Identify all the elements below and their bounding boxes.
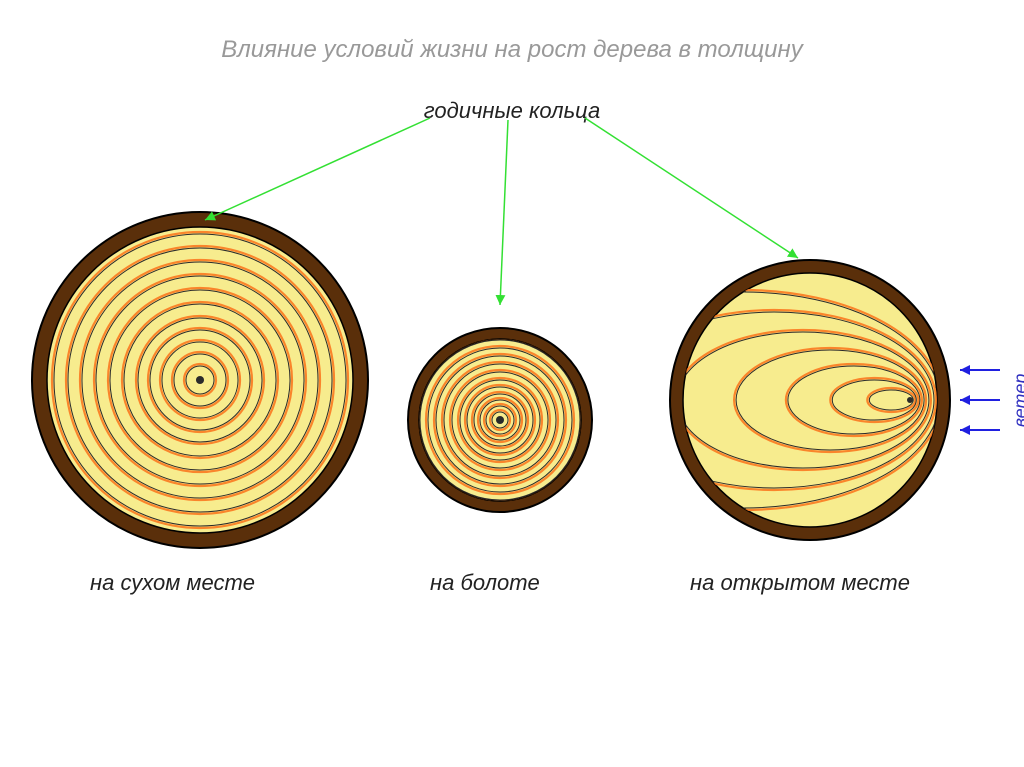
pointer-arrow [500, 120, 508, 305]
cross-section-open [545, 260, 950, 540]
caption-swamp: на болоте [430, 570, 540, 596]
pointer-arrow [585, 118, 798, 258]
wind-label: ветер [1010, 374, 1024, 428]
pointer-arrow [205, 118, 430, 220]
caption-open: на открытом месте [690, 570, 910, 596]
cross-section-swamp [408, 328, 592, 512]
cross-section-dry [32, 212, 368, 548]
caption-dry: на сухом месте [90, 570, 255, 596]
diagram-svg [0, 0, 1024, 767]
